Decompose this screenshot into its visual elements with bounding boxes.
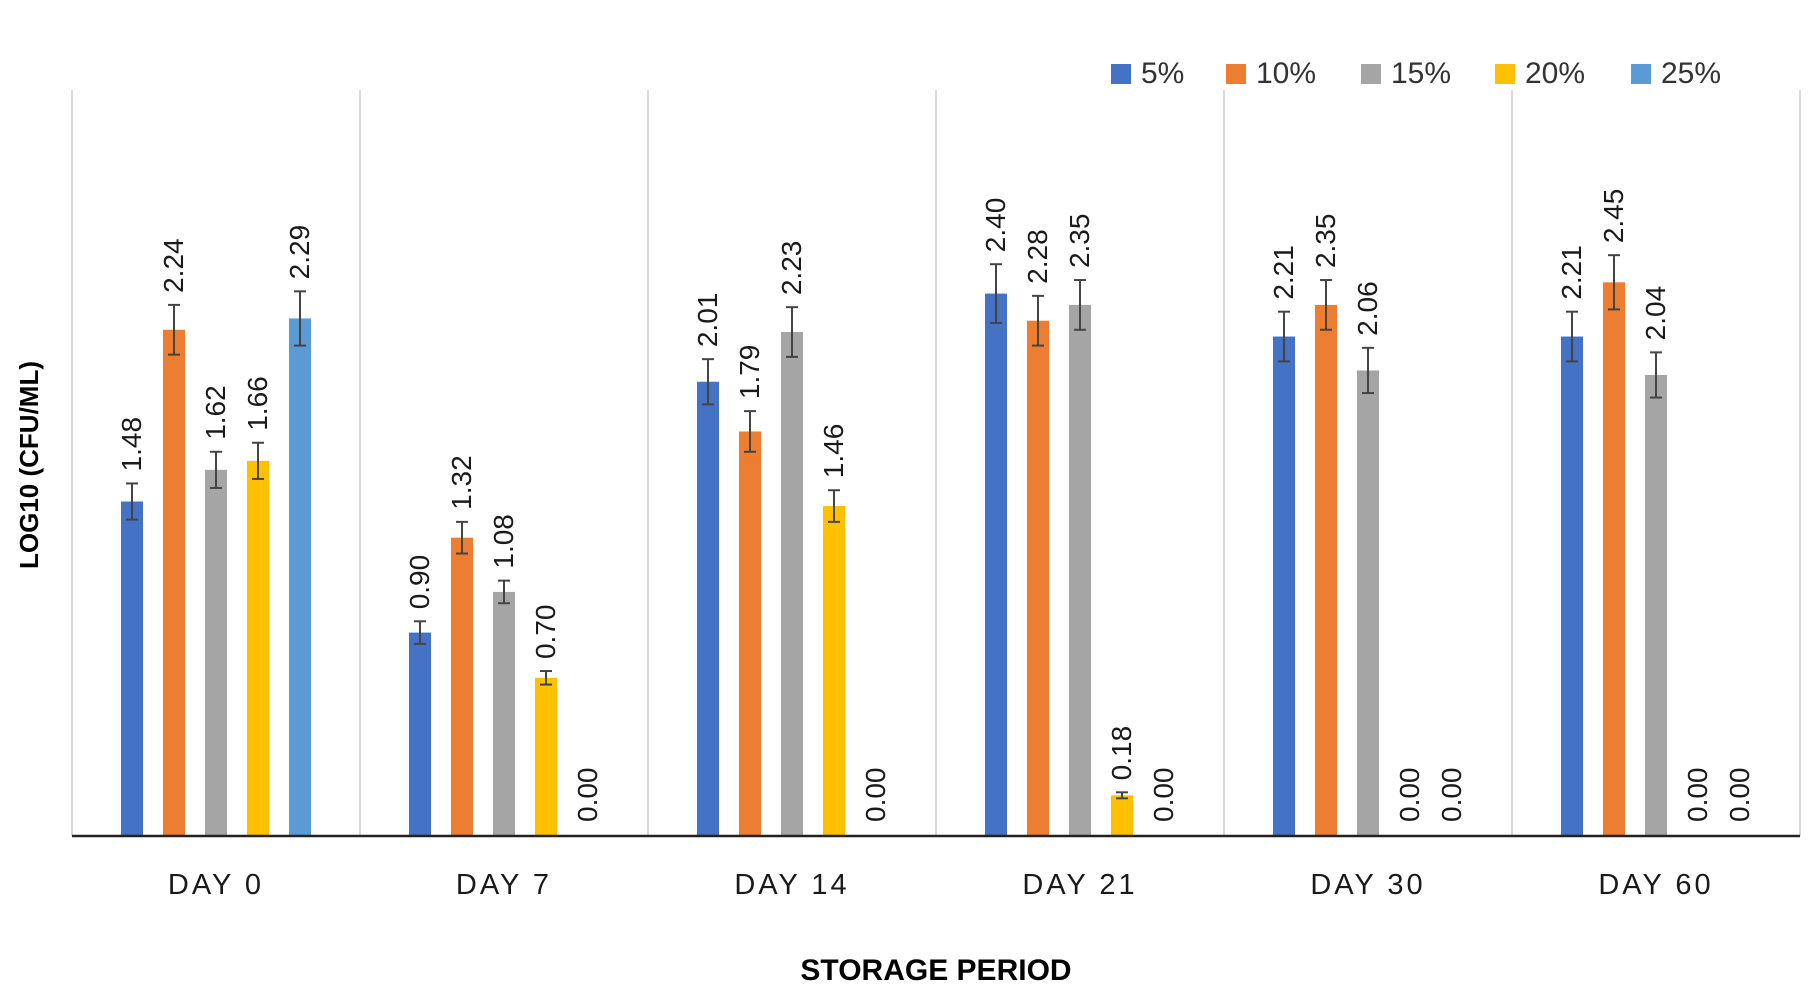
value-label: 1.46 [818, 424, 849, 479]
value-label: 2.21 [1268, 245, 1299, 300]
legend-label: 20% [1525, 57, 1585, 90]
x-tick-label: DAY 0 [168, 869, 264, 901]
value-label: 1.32 [446, 455, 477, 510]
value-label: 0.18 [1106, 726, 1137, 781]
bar-15pct-day-14 [781, 332, 803, 836]
value-label: 1.08 [488, 514, 519, 569]
bar-5pct-day-30 [1273, 336, 1295, 836]
value-labels-layer: 1.48 2.24 1.62 1.66 2.29 0.90 1.32 1.08 0.70 0.00… [116, 189, 1755, 822]
bar-25pct-day-0 [289, 318, 311, 837]
bar-20pct-day-14 [823, 506, 845, 836]
value-label: 2.24 [158, 238, 189, 293]
error-bars-layer [126, 254, 1662, 800]
legend: 5% 10% 15% 20% 25% [1111, 57, 1721, 90]
bar-5pct-day-0 [121, 501, 143, 836]
x-tick-labels: DAY 0 DAY 7 DAY 14 DAY 21 DAY 30 DAY 60 [168, 869, 1713, 901]
bar-10pct-day-0 [163, 329, 185, 836]
x-tick-label: DAY 14 [734, 869, 849, 901]
bar-5pct-day-60 [1561, 336, 1583, 836]
value-label: 0.00 [1724, 768, 1755, 823]
value-label: 1.62 [200, 385, 231, 440]
legend-swatch [1226, 64, 1246, 84]
legend-swatch [1111, 64, 1131, 84]
value-label: 2.28 [1022, 229, 1053, 284]
value-label: 0.70 [530, 605, 561, 660]
value-label: 2.35 [1064, 214, 1095, 269]
bar-15pct-day-60 [1645, 374, 1667, 836]
value-label: 0.90 [404, 555, 435, 610]
value-label: 2.35 [1310, 214, 1341, 269]
legend-swatch [1495, 64, 1515, 84]
value-label: 1.48 [116, 417, 147, 472]
bar-10pct-day-7 [451, 537, 473, 836]
value-label: 1.79 [734, 345, 765, 400]
value-label: 0.00 [1682, 768, 1713, 823]
legend-swatch [1631, 64, 1651, 84]
legend-label: 10% [1256, 57, 1316, 90]
legend-label: 5% [1141, 57, 1184, 90]
legend-swatch [1361, 64, 1381, 84]
value-label: 2.40 [980, 198, 1011, 253]
value-label: 0.00 [1394, 768, 1425, 823]
value-label: 2.04 [1640, 286, 1671, 341]
bar-20pct-day-21 [1111, 795, 1133, 836]
bar-20pct-day-7 [535, 677, 557, 836]
value-label: 2.45 [1598, 189, 1629, 244]
value-label: 2.21 [1556, 245, 1587, 300]
value-label: 1.66 [242, 376, 273, 431]
x-tick-label: DAY 30 [1310, 869, 1425, 901]
x-tick-label: DAY 7 [456, 869, 552, 901]
legend-label: 25% [1661, 57, 1721, 90]
bar-20pct-day-0 [247, 460, 269, 836]
legend-label: 15% [1391, 57, 1451, 90]
bar-10pct-day-21 [1027, 320, 1049, 837]
value-label: 0.00 [572, 768, 603, 823]
bar-5pct-day-7 [409, 632, 431, 836]
value-label: 2.01 [692, 293, 723, 348]
bar-10pct-day-60 [1603, 282, 1625, 836]
bar-15pct-day-0 [205, 469, 227, 836]
x-tick-label: DAY 60 [1598, 869, 1713, 901]
category-separators [71, 90, 1801, 836]
y-axis-title: LOG10 (CFU/ML) [14, 361, 44, 569]
x-axis-title: STORAGE PERIOD [800, 954, 1071, 987]
value-label: 0.00 [1436, 768, 1467, 823]
value-label: 2.06 [1352, 281, 1383, 336]
value-label: 0.00 [860, 768, 891, 823]
bars-layer [121, 282, 1667, 837]
bar-10pct-day-30 [1315, 304, 1337, 836]
bar-15pct-day-7 [493, 591, 515, 836]
bar-5pct-day-21 [985, 293, 1007, 837]
x-tick-label: DAY 21 [1022, 869, 1137, 901]
value-label: 2.29 [284, 225, 315, 280]
bar-10pct-day-14 [739, 431, 761, 836]
bar-15pct-day-21 [1069, 304, 1091, 836]
value-label: 0.00 [1148, 768, 1179, 823]
bar-5pct-day-14 [697, 381, 719, 836]
value-label: 2.23 [776, 241, 807, 296]
bar-15pct-day-30 [1357, 370, 1379, 836]
